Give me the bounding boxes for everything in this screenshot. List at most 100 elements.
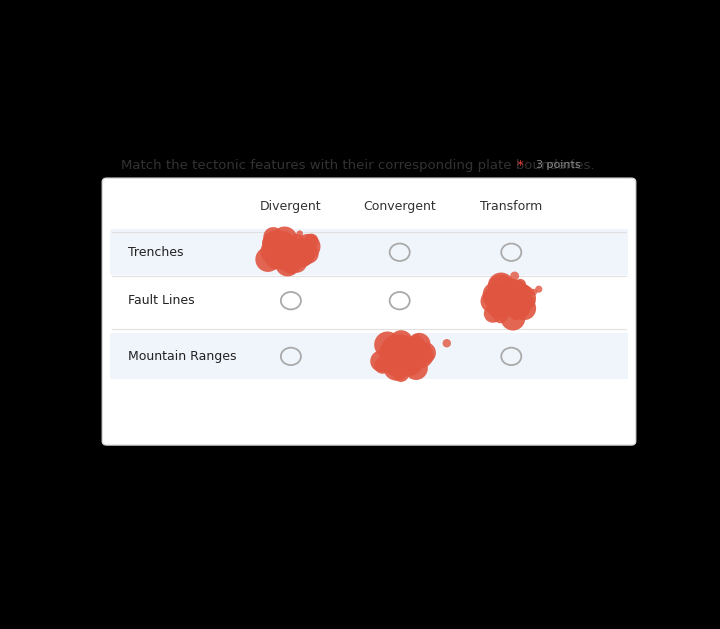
Point xyxy=(285,245,297,255)
FancyBboxPatch shape xyxy=(109,277,629,324)
Point xyxy=(269,247,280,257)
Point xyxy=(510,287,522,297)
Point xyxy=(487,309,499,319)
Point xyxy=(394,343,405,353)
Point xyxy=(283,248,294,258)
Point xyxy=(279,234,290,244)
Point xyxy=(377,347,389,357)
Point xyxy=(284,250,296,260)
Point xyxy=(296,249,307,259)
Point xyxy=(278,237,289,247)
Point xyxy=(495,282,507,292)
Point xyxy=(302,254,313,264)
Point xyxy=(489,289,500,299)
Point xyxy=(273,245,284,255)
Point xyxy=(505,286,517,296)
Point xyxy=(495,301,506,311)
Point xyxy=(277,259,289,269)
Point xyxy=(288,256,300,266)
Point xyxy=(495,281,507,291)
Point xyxy=(410,333,422,343)
Point xyxy=(507,313,518,323)
Text: Divergent: Divergent xyxy=(260,200,322,213)
Text: Transform: Transform xyxy=(480,200,542,213)
Point xyxy=(513,294,524,304)
Point xyxy=(387,343,398,353)
Point xyxy=(398,356,410,366)
Point xyxy=(391,346,402,356)
Point xyxy=(518,303,530,313)
Point xyxy=(287,260,298,270)
Point xyxy=(513,302,525,312)
Point xyxy=(413,339,425,349)
Text: 3 points: 3 points xyxy=(536,160,581,170)
Point xyxy=(282,248,293,258)
Text: *: * xyxy=(517,159,523,172)
Point xyxy=(402,356,414,366)
Point xyxy=(505,301,516,311)
Text: Convergent: Convergent xyxy=(364,200,436,213)
Point xyxy=(492,301,504,311)
Point xyxy=(264,237,276,247)
Point xyxy=(296,249,307,259)
Point xyxy=(271,249,282,259)
Point xyxy=(285,259,297,269)
Point xyxy=(405,363,416,373)
Point xyxy=(279,248,290,259)
Point xyxy=(401,351,413,361)
Point xyxy=(415,350,427,360)
Point xyxy=(396,348,408,358)
Point xyxy=(271,253,282,264)
Point xyxy=(398,355,410,365)
Point xyxy=(496,294,508,304)
Point xyxy=(495,311,506,321)
Point xyxy=(395,337,407,347)
Point xyxy=(509,296,521,306)
Point xyxy=(503,303,514,313)
Point xyxy=(420,348,431,358)
Point xyxy=(509,297,521,307)
Point xyxy=(291,257,302,267)
Point xyxy=(406,350,418,360)
Point xyxy=(281,255,292,265)
Point xyxy=(285,243,297,253)
Point xyxy=(510,310,521,320)
Point xyxy=(441,338,453,348)
Point xyxy=(389,343,400,353)
Point xyxy=(510,295,521,305)
Point xyxy=(281,255,292,265)
Point xyxy=(407,347,418,357)
Point xyxy=(382,356,393,366)
Point xyxy=(294,228,305,238)
Point xyxy=(390,360,401,370)
Point xyxy=(391,363,402,373)
Point xyxy=(290,238,302,248)
Point xyxy=(392,364,403,374)
Point xyxy=(492,294,503,304)
Text: Mountain Ranges: Mountain Ranges xyxy=(128,350,236,363)
Point xyxy=(494,301,505,311)
Point xyxy=(492,293,504,303)
Point xyxy=(284,245,295,255)
Point xyxy=(509,271,521,281)
Point xyxy=(395,369,407,379)
Point xyxy=(393,351,405,361)
Point xyxy=(512,302,523,312)
Point xyxy=(377,352,389,362)
Point xyxy=(268,232,279,242)
Point xyxy=(506,292,518,303)
Point xyxy=(517,293,528,303)
Point xyxy=(496,296,508,306)
Point xyxy=(528,287,540,297)
Point xyxy=(392,360,404,370)
Point xyxy=(514,290,526,300)
Point xyxy=(377,360,388,370)
Point xyxy=(270,239,282,249)
Point xyxy=(533,284,544,294)
Point xyxy=(388,355,400,365)
Point xyxy=(409,352,420,362)
Point xyxy=(262,254,274,264)
Point xyxy=(387,348,399,358)
Point xyxy=(515,279,526,289)
Point xyxy=(290,247,302,257)
